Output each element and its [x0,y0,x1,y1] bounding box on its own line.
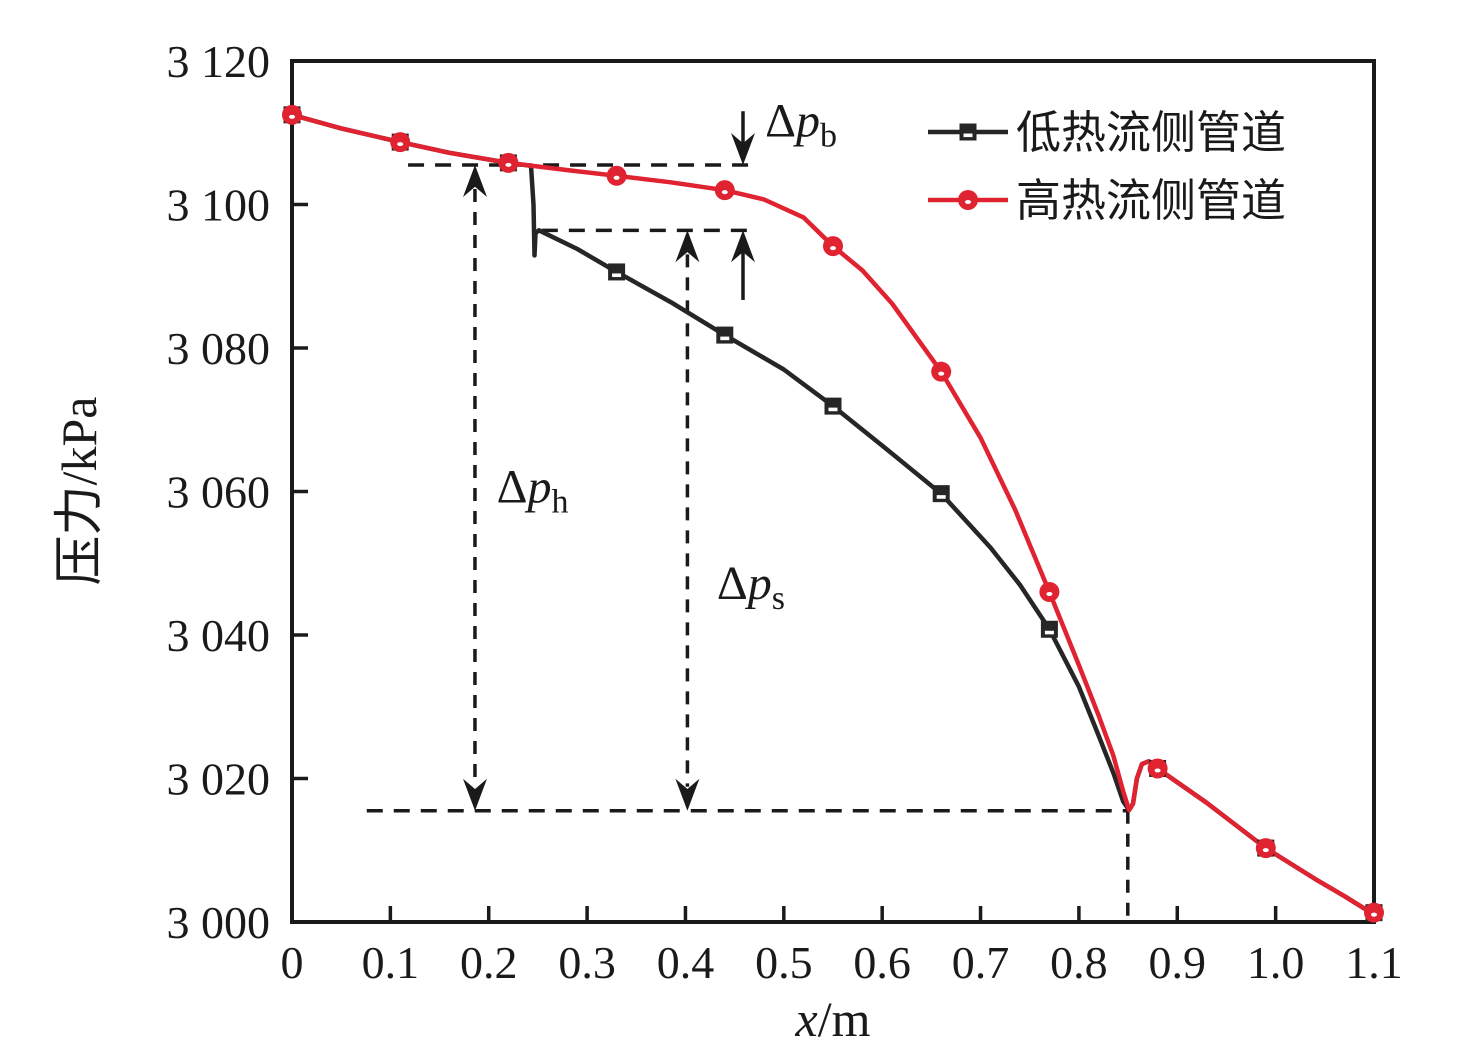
y-tick-label: 3 100 [167,180,271,231]
y-tick-label: 3 020 [167,754,271,805]
x-tick-label: 1.1 [1345,937,1403,988]
y-tick-label: 3 000 [167,897,271,948]
high-heat-flux-line [289,112,1377,915]
square-marker [932,485,950,503]
square-marker [608,263,626,281]
x-tick-label: 0.2 [460,937,518,988]
series-markers [282,104,1384,923]
square-marker [824,397,842,415]
annotation-labels: Δph Δps Δpb [497,94,837,617]
x-tick-label: 0.8 [1050,937,1108,988]
dp-h-arrow-bottom-head [463,778,487,811]
x-tick-label: 0.5 [755,937,813,988]
square-marker [1040,620,1058,638]
y-tick-label: 3 080 [167,323,271,374]
axis-ticks: 3 000 3 020 3 040 3 060 3 080 3 100 3 120 0 0.1 0… [167,36,1403,988]
circle-marker [931,361,952,382]
circle-marker [1364,902,1384,923]
legend-label: 低热流侧管道 [1016,108,1286,158]
legend-item-high-heat: 高热流侧管道 [928,176,1286,226]
circle-marker [498,152,519,173]
dp-s-arrow-top-head [675,230,700,263]
circle-marker [958,190,978,210]
x-tick-label: 0.4 [657,937,715,988]
dp-b-down-arrow-head [731,133,755,165]
circle-marker [282,104,302,125]
series-lines [289,112,1377,915]
circle-marker [606,165,627,186]
dp-s-arrow [675,230,700,811]
x-axis-title: x/m [795,991,871,1047]
dp-s-arrow-bottom-head [675,778,700,811]
circle-marker [714,180,735,201]
dp-b-up-arrow-head [731,230,755,263]
y-tick-label: 3 060 [167,467,271,518]
x-tick-label: 0.1 [362,937,420,988]
dp-s-label: Δps [717,557,785,617]
dp-b-label: Δpb [765,94,837,154]
circle-marker [390,132,411,153]
dp-b-up-arrow [731,230,755,300]
x-tick-label: 1.0 [1247,937,1305,988]
x-tick-label: 0.6 [853,937,911,988]
annotation-guides [366,163,1130,922]
legend-label: 高热流侧管道 [1016,176,1286,226]
x-tick-label: 0.3 [558,937,616,988]
x-tick-label: 0.9 [1149,937,1207,988]
y-axis-title: 压力/kPa [51,397,107,586]
y-tick-label: 3 040 [167,610,271,661]
y-tick-label: 3 120 [167,36,271,87]
x-tick-label: 0.7 [952,937,1010,988]
dp-h-arrow-top-head [463,165,487,197]
dp-b-down-arrow [731,111,755,165]
square-marker [959,123,977,141]
dp-h-label: Δph [497,460,569,520]
circle-marker [1255,838,1276,859]
x-tick-label: 0 [281,937,304,988]
circle-marker [823,236,843,257]
low-heat-flux-line [289,112,1377,915]
circle-marker [1039,581,1060,602]
legend-item-low-heat: 低热流侧管道 [928,108,1286,158]
square-marker [716,326,734,344]
annotation-arrows [463,111,755,811]
dp-h-arrow [463,165,487,811]
circle-marker [1147,758,1168,779]
